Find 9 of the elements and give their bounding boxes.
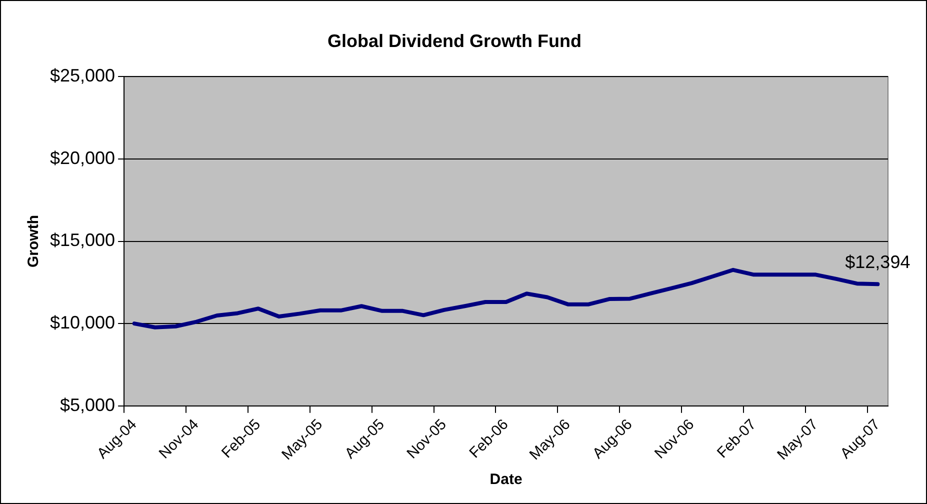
y-axis-title: Growth (25, 215, 42, 268)
chart-title: Global Dividend Growth Fund (328, 30, 582, 51)
y-tick-label: $5,000 (60, 394, 116, 415)
y-tick-label: $25,000 (50, 66, 116, 86)
y-tick-label: $20,000 (50, 148, 116, 168)
annotation: $12,394 (845, 252, 910, 272)
x-axis-title: Date (490, 471, 522, 488)
y-tick-label: $15,000 (50, 230, 116, 250)
y-tick-label: $10,000 (50, 312, 116, 333)
